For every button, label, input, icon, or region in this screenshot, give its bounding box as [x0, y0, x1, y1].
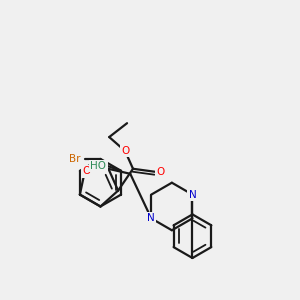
Text: Br: Br — [69, 154, 80, 164]
Text: N: N — [147, 213, 155, 224]
Text: O: O — [83, 166, 91, 176]
Text: O: O — [121, 146, 129, 156]
Text: O: O — [157, 167, 165, 177]
Text: N: N — [189, 190, 196, 200]
Text: HO: HO — [90, 161, 106, 171]
